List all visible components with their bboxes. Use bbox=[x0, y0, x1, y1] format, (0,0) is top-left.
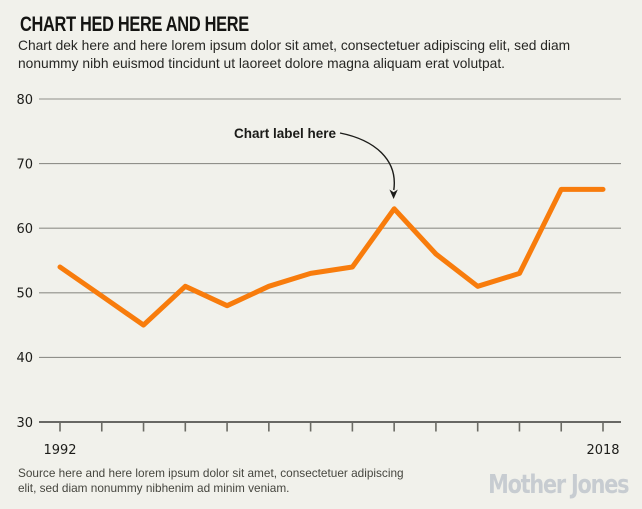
y-axis-label: 70 bbox=[16, 157, 33, 172]
page-title: CHART HED HERE AND HERE bbox=[20, 13, 249, 36]
source-note: Source here and here lorem ipsum dolor s… bbox=[18, 466, 404, 496]
annotation-arrow bbox=[339, 132, 398, 199]
y-axis-label: 40 bbox=[16, 351, 33, 366]
y-axis-label: 50 bbox=[16, 287, 33, 302]
y-axis-label: 30 bbox=[16, 416, 33, 431]
data-line bbox=[57, 186, 606, 328]
x-axis-label: 1992 bbox=[43, 443, 76, 458]
annotation-label: Chart label here bbox=[234, 126, 337, 141]
motherjones-logo: Mother Jones bbox=[487, 470, 629, 500]
chart-dek: Chart dek here and here lorem ipsum dolo… bbox=[18, 38, 571, 71]
x-axis-label: 2018 bbox=[586, 443, 619, 458]
y-axis-label: 60 bbox=[16, 222, 33, 237]
y-axis-label: 80 bbox=[16, 93, 33, 108]
